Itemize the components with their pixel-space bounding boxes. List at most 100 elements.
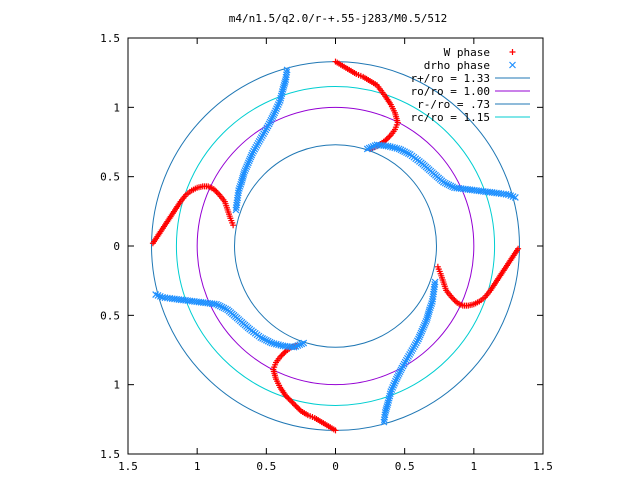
w-phase-point — [293, 403, 300, 410]
legend-label: rc/ro = 1.15 — [411, 111, 490, 124]
w-phase-point — [386, 133, 393, 140]
drho-phase-point — [363, 145, 371, 153]
drho-phase-point — [397, 146, 405, 154]
drho-phase-point — [277, 94, 285, 102]
w-phase-point — [454, 299, 461, 306]
w-phase-point — [210, 186, 217, 193]
drho-phase-point — [422, 318, 430, 325]
drho-phase-point — [268, 339, 276, 347]
drho-phase-point — [152, 291, 160, 298]
drho-phase-point — [296, 341, 304, 349]
drho-phase-point — [270, 340, 278, 348]
drho-phase-point — [218, 303, 226, 311]
w-phase-point — [383, 136, 390, 143]
drho-phase-point — [274, 101, 282, 108]
drho-phase-point — [392, 375, 400, 383]
drho-phase-point — [393, 144, 401, 152]
drho-phase-point — [239, 174, 246, 182]
drho-phase-point — [392, 377, 399, 385]
drho-phase-point — [415, 335, 422, 343]
drho-phase-point — [439, 178, 447, 186]
drho-phase-point — [224, 306, 232, 314]
drho-phase-point — [222, 305, 230, 313]
w-phase-point — [295, 405, 302, 412]
w-phase-point — [291, 401, 297, 408]
w-phase-point — [214, 190, 221, 197]
drho-phase-point — [266, 338, 274, 346]
drho-phase-point — [393, 373, 401, 381]
drho-phase-point — [390, 381, 398, 389]
drho-phase-point — [275, 99, 283, 106]
drho-phase-point — [395, 370, 403, 377]
drho-phase-point — [236, 182, 244, 190]
drho-phase-point — [244, 159, 252, 167]
drho-phase-point — [269, 113, 277, 121]
drho-phase-point — [238, 176, 246, 184]
legend-label: r-/ro = .73 — [417, 98, 490, 111]
drho-phase-point — [244, 161, 251, 169]
drho-phase-point — [389, 384, 397, 391]
drho-phase-point — [383, 403, 391, 411]
drho-phase-point — [249, 149, 256, 157]
drho-phase-point — [425, 308, 433, 316]
x-tick-label: 1 — [194, 460, 201, 473]
drho-phase-point — [270, 111, 278, 119]
drho-phase-point — [394, 371, 402, 379]
drho-phase-point — [396, 368, 404, 376]
x-tick-label: 0.5 — [256, 460, 276, 473]
drho-phase-point — [272, 107, 279, 115]
drho-phase-point — [397, 366, 405, 374]
drho-phase-point — [417, 329, 425, 337]
drho-phase-point — [423, 316, 431, 323]
drho-phase-point — [238, 178, 245, 186]
drho-phase-point — [220, 304, 228, 312]
w-phase-point — [213, 188, 220, 195]
drho-phase-point — [237, 180, 245, 188]
drho-phase-point — [449, 183, 457, 191]
drho-phase-point — [232, 206, 240, 214]
drho-phase-point — [243, 163, 251, 171]
drho-phase-point — [268, 115, 276, 122]
drho-phase-point — [262, 336, 270, 344]
drho-phase-point — [300, 339, 308, 347]
drho-phase-point — [298, 340, 306, 348]
w-phase-point — [452, 298, 459, 305]
drho-phase-point — [247, 153, 255, 161]
drho-phase-point — [387, 388, 395, 396]
w-phase-point — [450, 295, 457, 302]
drho-phase-point — [365, 144, 373, 152]
drho-phase-point — [241, 167, 249, 174]
x-tick-label: 1.5 — [533, 460, 553, 473]
y-tick-label: 0.5 — [100, 171, 120, 184]
drho-phase-point — [431, 278, 439, 286]
w-phase-point — [385, 134, 392, 141]
drho-phase-point — [431, 281, 439, 288]
drho-phase-point — [267, 116, 275, 124]
w-phase-point — [296, 406, 303, 413]
y-tick-label: 1.5 — [100, 32, 120, 45]
drho-phase-point — [426, 306, 433, 314]
drho-phase-point — [259, 335, 267, 342]
w-phase-point — [212, 187, 219, 194]
legend-label: W phase — [444, 46, 490, 59]
drho-phase-point — [264, 337, 272, 345]
drho-phase-point — [384, 401, 391, 409]
w-phase-point — [297, 408, 304, 415]
axis-ticks: 1.5 1 0.5 0 0.5 1 1.51.510.500.511.5 — [100, 32, 553, 473]
drho-phase-point — [399, 147, 407, 155]
drho-phase-point — [416, 331, 424, 339]
w-phase-point — [292, 402, 299, 409]
drho-phase-point — [426, 304, 434, 312]
drho-phase-point — [232, 204, 240, 211]
points-layer — [149, 49, 522, 434]
x-tick-label: 0 — [332, 460, 339, 473]
drho-phase-point — [276, 96, 284, 104]
drho-phase-point — [282, 76, 290, 84]
drho-phase-point — [261, 335, 268, 343]
drho-phase-point — [239, 172, 247, 180]
drho-phase-point — [246, 155, 254, 163]
y-tick-label: 1.5 — [100, 448, 120, 461]
legend-label: drho phase — [424, 59, 490, 72]
w-phase-point — [387, 132, 394, 139]
